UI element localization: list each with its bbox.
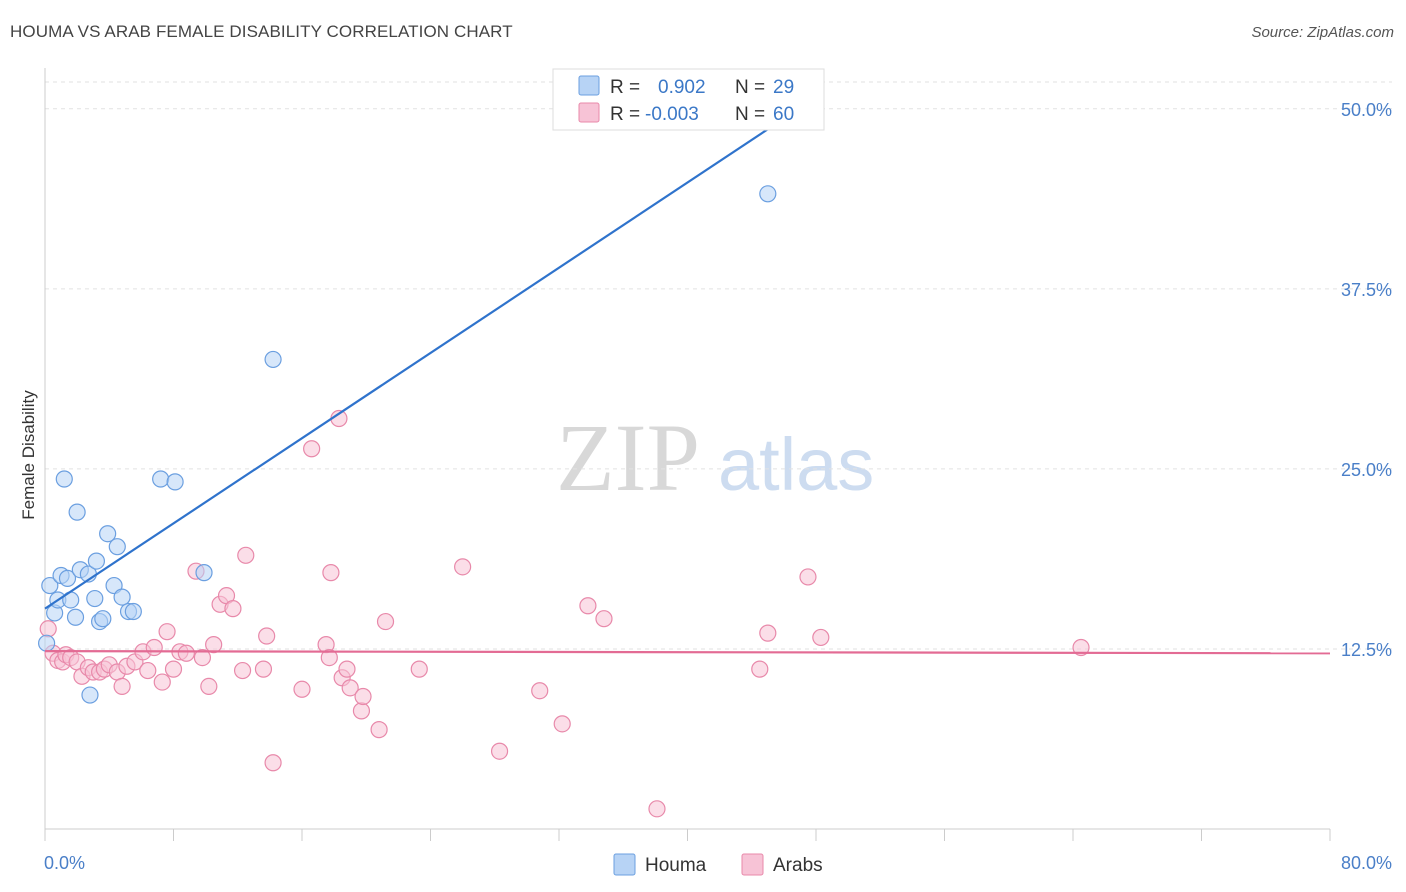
houma-point (68, 503, 86, 521)
x-tick-label-min: 0.0% (44, 853, 85, 873)
arabs-point (153, 673, 171, 691)
arabs-point (759, 624, 777, 642)
y-axis-title: Female Disability (19, 390, 38, 520)
arabs-point (237, 546, 255, 564)
arabs-point (193, 648, 212, 667)
houma-point (124, 602, 142, 621)
watermark-atlas: atlas (718, 423, 874, 506)
watermark-zip: ZIP (556, 404, 700, 511)
houma-point (195, 564, 213, 582)
houma-r-label: R = (610, 77, 640, 98)
arabs-point (376, 612, 395, 631)
houma-series-label: Houma (645, 855, 707, 876)
arabs-point (233, 661, 252, 680)
y-tick-label: 37.5% (1341, 280, 1392, 300)
arabs-trendline (44, 650, 1331, 655)
houma-point (55, 470, 73, 488)
arabs-point (410, 660, 428, 678)
arabs-point (39, 620, 57, 638)
arabs-series-label: Arabs (773, 855, 823, 876)
houma-point (166, 473, 184, 491)
houma-n-value: 29 (773, 77, 794, 98)
houma-point (99, 525, 117, 543)
y-tick-label: 25.0% (1341, 460, 1392, 480)
arabs-point (158, 623, 176, 641)
houma-point (108, 538, 126, 556)
houma-point (58, 569, 77, 587)
houma-point (87, 552, 106, 570)
houma-point (86, 589, 104, 608)
arabs-point (139, 661, 157, 680)
arabs-r-label: R = (610, 104, 640, 125)
houma-point (66, 608, 85, 626)
arabs-point (177, 644, 195, 662)
arabs-point (354, 687, 372, 706)
arabs-point (799, 568, 817, 586)
houma-point (152, 470, 170, 488)
source-label: Source: ZipAtlas.com (1251, 24, 1394, 41)
arabs-point (322, 564, 340, 582)
arabs-point (812, 628, 830, 647)
arabs-point (320, 648, 338, 667)
arabs-point (595, 610, 613, 628)
houma-point (41, 576, 59, 595)
arabs-point (352, 702, 371, 720)
y-tick-labels: 12.5% 25.0% 37.5% 50.0% (1341, 100, 1392, 660)
arabs-point (164, 660, 183, 678)
arabs-point (264, 754, 282, 772)
houma-series-swatch (613, 853, 636, 876)
arabs-point (341, 679, 359, 697)
x-ticks (44, 829, 1331, 841)
houma-r-value: 0.902 (658, 77, 706, 98)
houma-point (113, 588, 131, 606)
gridlines (45, 81, 1392, 650)
arabs-point (751, 660, 769, 678)
arabs-point (145, 638, 163, 657)
arabs-point (224, 600, 242, 618)
y-tick-label: 12.5% (1341, 640, 1392, 660)
arabs-legend-swatch (578, 102, 600, 123)
x-tick-label-max: 80.0% (1341, 853, 1392, 873)
trendlines (44, 96, 1331, 655)
arabs-point (531, 682, 549, 700)
houma-point (264, 350, 282, 369)
arabs-point (258, 627, 276, 645)
houma-point (759, 185, 777, 203)
arabs-point (113, 677, 131, 696)
arabs-point (293, 680, 311, 698)
arabs-point (579, 597, 597, 615)
arabs-point (254, 660, 273, 678)
arabs-point (490, 742, 509, 760)
arabs-point (1072, 638, 1090, 657)
arabs-n-label: N = (735, 104, 765, 125)
arabs-point (205, 636, 223, 654)
houma-legend-swatch (578, 75, 600, 96)
arabs-point (370, 721, 388, 739)
arabs-point (338, 660, 356, 678)
series-legend: Houma Arabs (613, 853, 823, 876)
arabs-point (553, 715, 571, 733)
houma-point (81, 686, 99, 704)
houma-point (38, 634, 56, 652)
arabs-points (39, 409, 1090, 818)
arabs-point (648, 800, 666, 818)
houma-point (94, 610, 112, 628)
arabs-r-value: -0.003 (645, 104, 699, 125)
arabs-point (200, 677, 218, 696)
houma-n-label: N = (735, 77, 765, 98)
chart-title: HOUMA VS ARAB FEMALE DISABILITY CORRELAT… (10, 22, 513, 41)
arabs-point (454, 558, 472, 576)
arabs-n-value: 60 (773, 104, 794, 125)
stats-legend: R = 0.902 N = 29 R = -0.003 N = 60 (552, 68, 825, 131)
y-tick-label: 50.0% (1341, 100, 1392, 120)
houma-trendline (44, 96, 817, 610)
arabs-series-swatch (741, 853, 764, 876)
arabs-point (303, 440, 321, 458)
